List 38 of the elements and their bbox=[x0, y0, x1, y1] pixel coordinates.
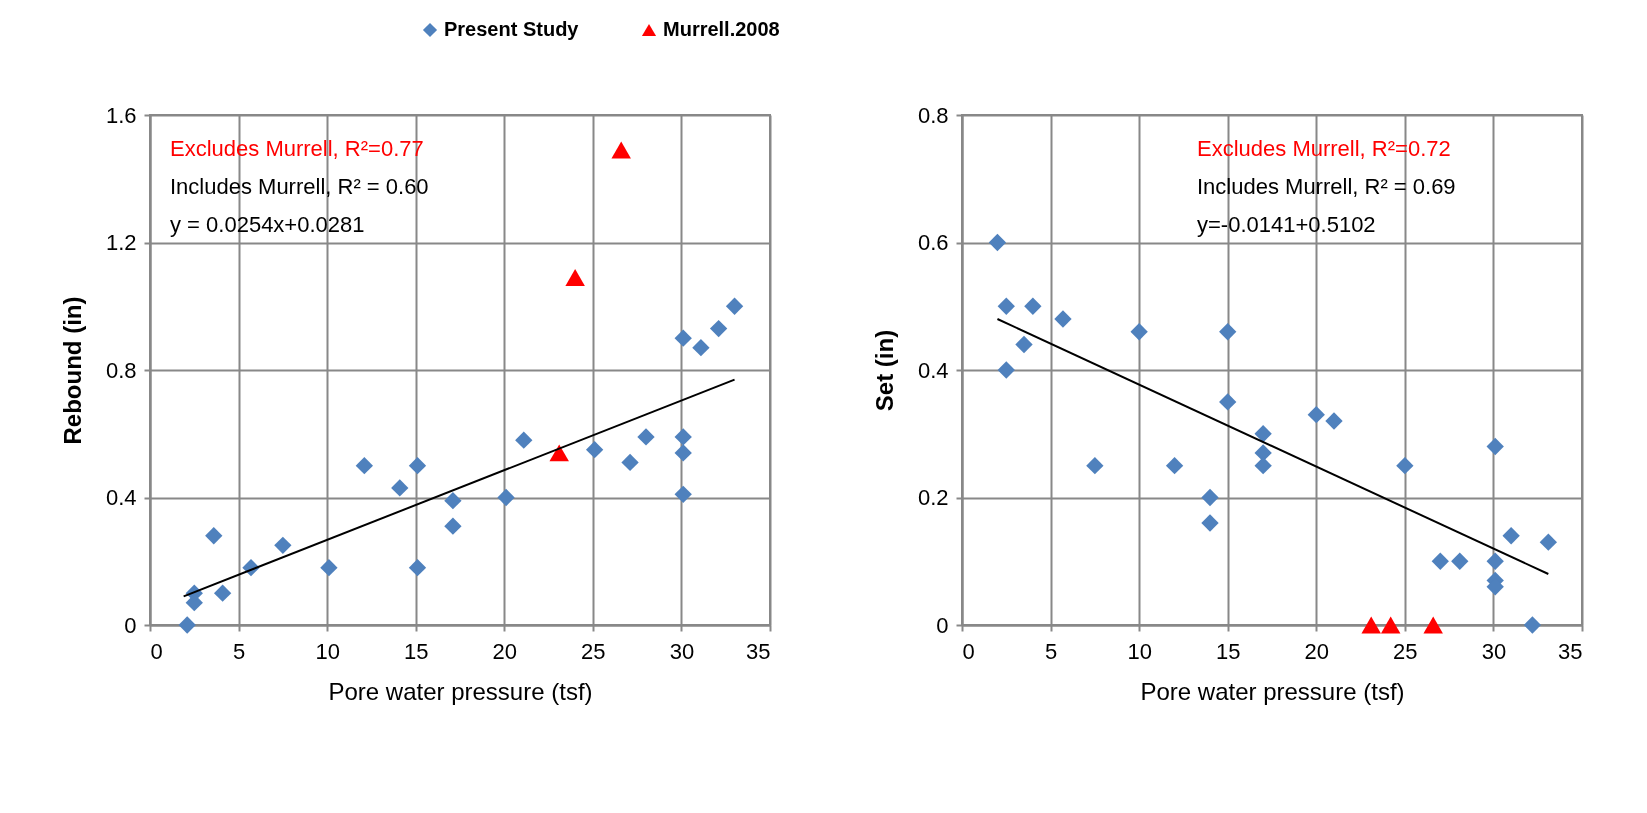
y-tick-label: 0.8 bbox=[105, 357, 137, 383]
x-tick-label: 15 bbox=[403, 638, 429, 664]
annotation: Excludes Murrell, R²=0.77 bbox=[170, 136, 424, 161]
y-tick-label: 1.2 bbox=[105, 230, 137, 255]
x-tick-label: 20 bbox=[492, 638, 518, 664]
y-tick-label: 0.2 bbox=[917, 485, 949, 510]
x-tick-label: 25 bbox=[581, 638, 606, 664]
y-tick-label: 0.4 bbox=[917, 357, 949, 383]
y-tick-label: 1.6 bbox=[105, 102, 137, 128]
y-axis-title: Rebound (in) bbox=[58, 296, 86, 445]
y-tick-label: 0.8 bbox=[917, 102, 949, 128]
x-tick-label: 35 bbox=[746, 638, 771, 664]
x-tick-label: 0 bbox=[150, 638, 163, 664]
y-tick-label: 0.6 bbox=[917, 230, 949, 255]
annotation: Includes Murrell, R² = 0.69 bbox=[1197, 174, 1456, 199]
x-tick-label: 35 bbox=[1558, 638, 1583, 664]
legend-label: Murrell.2008 bbox=[663, 18, 780, 40]
y-tick-label: 0 bbox=[124, 612, 137, 638]
x-tick-label: 0 bbox=[962, 638, 975, 664]
x-tick-label: 5 bbox=[232, 638, 246, 664]
x-tick-label: 30 bbox=[1481, 638, 1507, 664]
x-axis-title: Pore water pressure (tsf) bbox=[328, 677, 593, 705]
x-axis-title: Pore water pressure (tsf) bbox=[1140, 677, 1405, 705]
annotation: y = 0.0254x+0.0281 bbox=[170, 212, 365, 237]
x-tick-label: 20 bbox=[1304, 638, 1330, 664]
x-tick-label: 5 bbox=[1044, 638, 1058, 664]
x-tick-label: 30 bbox=[669, 638, 695, 664]
x-tick-label: 10 bbox=[315, 638, 340, 664]
x-tick-label: 25 bbox=[1393, 638, 1418, 664]
x-tick-label: 15 bbox=[1215, 638, 1241, 664]
y-tick-label: 0 bbox=[936, 612, 949, 638]
legend-label: Present Study bbox=[444, 18, 580, 40]
annotation: Excludes Murrell, R²=0.72 bbox=[1197, 136, 1451, 161]
y-axis-title: Set (in) bbox=[870, 329, 898, 412]
x-tick-label: 10 bbox=[1127, 638, 1152, 664]
annotation: Includes Murrell, R² = 0.60 bbox=[170, 174, 429, 199]
annotation: y=-0.0141+0.5102 bbox=[1197, 212, 1376, 237]
y-tick-label: 0.4 bbox=[105, 485, 137, 510]
